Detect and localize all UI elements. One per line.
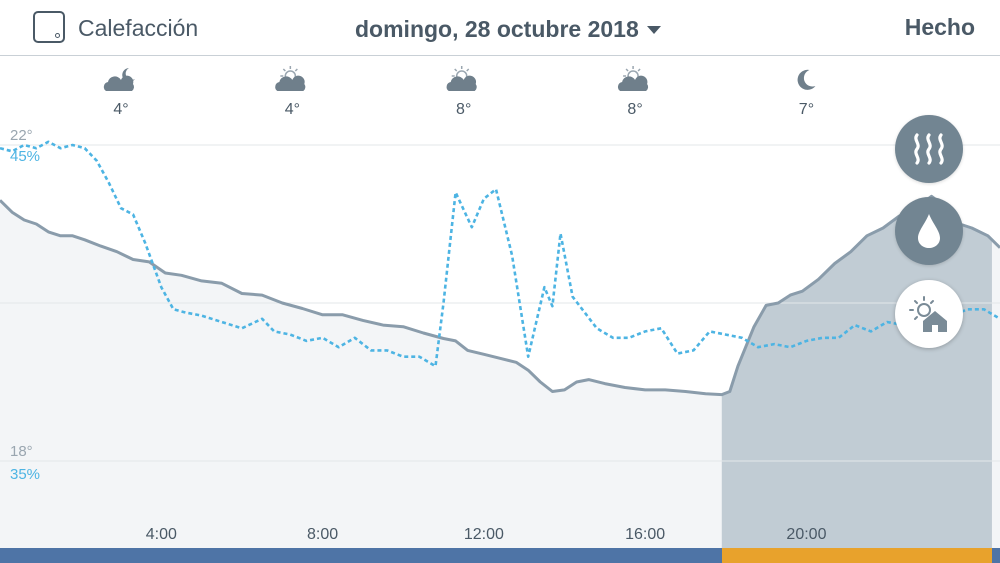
humidity-line <box>0 140 1000 368</box>
caret-down-icon <box>646 26 661 34</box>
x-tick-label: 4:00 <box>146 526 177 543</box>
humidity-toggle-button[interactable] <box>895 197 963 265</box>
heat-waves-icon <box>914 133 944 165</box>
temperature-axis-label: 22° <box>10 127 33 144</box>
temperature-axis-label: 18° <box>10 443 33 460</box>
history-chart: 22° 18° 45% 35% 4:00 8:00 12:00 16:00 20:00 4° 4° 8… <box>0 66 1000 549</box>
humidity-axis-label: 35% <box>10 466 40 483</box>
x-tick-label: 8:00 <box>307 526 338 543</box>
top-bar: Calefacción domingo, 28 octubre 2018 Hec… <box>0 0 1000 56</box>
cloud-night-icon <box>103 68 135 91</box>
cloud-sun-icon <box>617 66 649 91</box>
heating-toggle-button[interactable] <box>895 115 963 183</box>
moon-icon <box>797 69 816 90</box>
cloud-sun-icon <box>446 66 477 91</box>
sun-house-icon <box>909 296 947 332</box>
water-drop-icon <box>918 214 940 248</box>
date-label: domingo, 28 octubre 2018 <box>355 15 639 42</box>
temperature-line <box>0 194 1000 397</box>
cloud-sun-icon <box>275 66 306 91</box>
weather-temperature: 8° <box>627 101 642 118</box>
weather-temperature: 7° <box>799 101 814 118</box>
heating-status-bar <box>0 548 1000 563</box>
date-selector[interactable]: domingo, 28 octubre 2018 <box>355 14 661 44</box>
humidity-axis-label: 45% <box>10 148 40 165</box>
x-tick-label: 12:00 <box>464 526 504 543</box>
weather-temperature: 8° <box>456 101 471 118</box>
weather-temperature: 4° <box>285 101 300 118</box>
x-tick-label: 20:00 <box>786 526 826 543</box>
heating-on-segment <box>721 548 992 563</box>
x-tick-label: 16:00 <box>625 526 665 543</box>
device-title: Calefacción <box>78 15 199 41</box>
done-button[interactable]: Hecho <box>904 14 975 40</box>
thermostat-device-icon <box>33 11 65 43</box>
outdoor-toggle-button[interactable] <box>895 280 963 348</box>
weather-temperature: 4° <box>113 101 128 118</box>
